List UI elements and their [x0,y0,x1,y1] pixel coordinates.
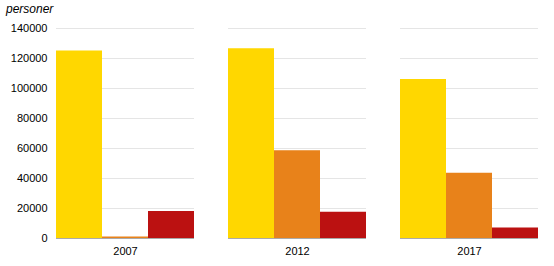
svg-text:0: 0 [41,232,47,244]
svg-text:2007: 2007 [113,245,137,257]
html-text:personer: personer [6,2,54,16]
svg-text:80000: 80000 [17,112,48,124]
svg-text:60000: 60000 [17,142,48,154]
svg-text:100000: 100000 [11,82,48,94]
svg-text:120000: 120000 [11,52,48,64]
svg-text:20000: 20000 [17,202,48,214]
svg-text:2017: 2017 [457,245,481,257]
svg-text:40000: 40000 [17,172,48,184]
svg-text:140000: 140000 [11,22,48,34]
svg-text:2012: 2012 [285,245,309,257]
